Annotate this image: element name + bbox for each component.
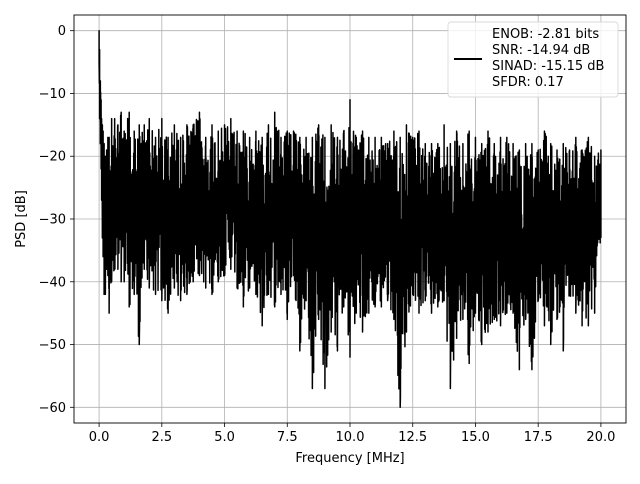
x-tick-label: 17.5	[524, 430, 553, 445]
y-axis-label: PSD [dB]	[14, 190, 29, 248]
legend-snr: SNR: -14.94 dB	[492, 43, 590, 58]
plot-data	[98, 29, 602, 409]
legend: ENOB: -2.81 bits SNR: -14.94 dB SINAD: -…	[447, 21, 619, 98]
y-tick-label: −50	[39, 338, 66, 353]
y-tick-label: −20	[39, 150, 66, 165]
x-tick-label: 5.0	[214, 430, 235, 445]
x-tick-label: 10.0	[336, 430, 365, 445]
legend-sinad: SINAD: -15.15 dB	[492, 59, 604, 74]
legend-box	[447, 21, 619, 98]
x-axis-label: Frequency [MHz]	[295, 451, 404, 466]
y-tick-label: −10	[39, 87, 66, 102]
legend-sfdr: SFDR: 0.17	[492, 75, 564, 90]
x-tick-label: 12.5	[398, 430, 427, 445]
x-tick-label: 0.0	[89, 430, 110, 445]
x-tick-label: 7.5	[277, 430, 298, 445]
y-tick-label: −60	[39, 401, 66, 416]
x-tick-label: 2.5	[151, 430, 172, 445]
y-tick-label: −30	[39, 213, 66, 228]
x-tick-label: 20.0	[586, 430, 615, 445]
y-tick-label: 0	[58, 24, 66, 39]
legend-enob: ENOB: -2.81 bits	[492, 27, 599, 42]
ticks: 0.0 2.5 5.0 7.5 10.0 12.5 15.0 17.5 20.0 0 −10 −20 −…	[39, 24, 616, 445]
psd-series-line	[98, 29, 602, 409]
y-tick-label: −40	[39, 275, 66, 290]
x-tick-label: 15.0	[461, 430, 490, 445]
